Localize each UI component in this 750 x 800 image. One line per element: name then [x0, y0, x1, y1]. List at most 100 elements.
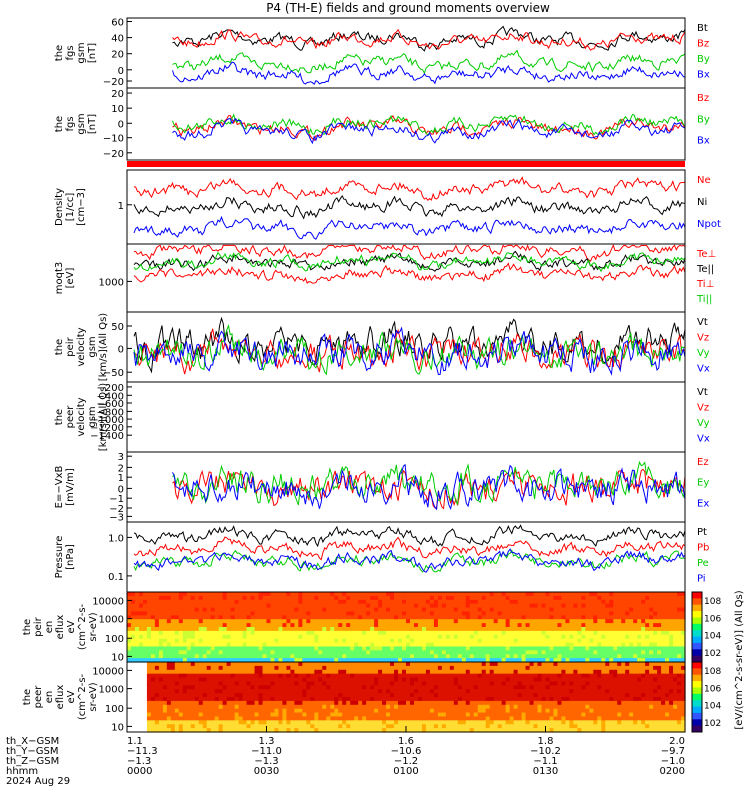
spectrogram-cell	[593, 689, 598, 694]
spectrogram-cell	[262, 708, 268, 714]
spectrogram-cell	[513, 662, 519, 667]
spectrogram-cell	[641, 595, 646, 601]
spectrogram-cell	[238, 599, 244, 605]
spectrogram-cell	[366, 712, 371, 718]
spectrogram-cell	[378, 615, 383, 620]
spectrogram-cell	[441, 603, 447, 609]
spectrogram-cell	[302, 724, 307, 729]
spectrogram-cell	[589, 662, 594, 667]
spectrogram-cell	[398, 627, 403, 632]
spectrogram-cell	[629, 658, 634, 663]
spectrogram-cell	[154, 720, 160, 725]
spectrogram-cell	[429, 630, 435, 636]
spectrogram-cell	[374, 592, 379, 597]
spectrogram-cell	[545, 662, 551, 667]
spectrogram-cell	[613, 700, 618, 706]
spectrogram-cell	[629, 650, 634, 655]
spectrogram-cell	[290, 693, 295, 698]
spectrogram-cell	[326, 665, 331, 671]
spectrogram-cell	[210, 712, 216, 718]
spectrogram-cell	[266, 693, 272, 698]
spectrogram-cell	[413, 708, 419, 714]
spectrogram-cell	[302, 654, 307, 659]
spectrogram-cell	[605, 708, 610, 714]
legend-Vz: Vz	[697, 403, 709, 414]
spectrogram-cell	[134, 654, 140, 659]
spectrogram-cell	[625, 689, 630, 694]
spectrogram-cell	[330, 638, 335, 644]
spectrogram-cell	[322, 700, 327, 706]
spectrogram-cell	[262, 615, 268, 620]
spectrogram-cell	[545, 716, 551, 721]
spectrogram-cell	[222, 619, 228, 624]
spectrogram-cell	[585, 720, 590, 725]
spectrogram-cell	[178, 638, 184, 644]
spectrogram-cell	[190, 627, 196, 632]
spectrogram-cell	[637, 595, 642, 601]
spectrogram-cell	[174, 673, 180, 679]
spectrogram-cell	[457, 677, 463, 683]
spectrogram-cell	[330, 611, 335, 616]
spectrogram-cell	[613, 615, 618, 620]
spectrogram-cell	[525, 720, 531, 725]
spectrogram-cell	[282, 673, 288, 679]
spectrogram-cell	[290, 704, 295, 710]
spectrogram-cell	[286, 685, 292, 690]
spectrogram-cell	[330, 650, 335, 655]
spectrogram-cell	[194, 681, 200, 686]
spectrogram-cell	[581, 619, 586, 624]
spectrogram-cell	[242, 693, 248, 698]
spectrogram-cell	[545, 623, 551, 628]
spectrogram-cell	[633, 716, 638, 721]
spectrogram-cell	[298, 720, 303, 725]
spectrogram-cell	[521, 720, 527, 725]
spectrogram-cell	[370, 662, 375, 667]
spectrogram-cell	[557, 704, 563, 710]
spectrogram-cell	[593, 627, 598, 632]
spectrogram-cell	[386, 669, 391, 675]
spectrogram-cell	[382, 662, 387, 667]
spectrogram-cell	[246, 689, 252, 694]
spectrogram-cell	[429, 603, 435, 609]
spectrogram-cell	[649, 669, 654, 675]
spectrogram-cell	[593, 638, 598, 644]
spectrogram-cell	[481, 595, 487, 601]
spectrogram-cell	[473, 658, 479, 663]
spectrogram-cell	[445, 712, 451, 718]
spectrogram-cell	[545, 693, 551, 698]
spectrogram-cell	[613, 607, 618, 613]
spectrogram-cell	[242, 665, 248, 671]
spectrogram-cell	[234, 592, 240, 597]
spectrogram-cell	[206, 650, 212, 655]
spectrogram-cell	[641, 704, 646, 710]
spectrogram-cell	[298, 669, 303, 675]
spectrogram-cell	[394, 603, 399, 609]
spectrogram-cell	[481, 697, 487, 702]
spectrogram-cell	[362, 634, 367, 640]
spectrogram-cell	[465, 724, 471, 729]
spectrogram-cell	[178, 693, 184, 698]
spectrogram-cell	[565, 712, 571, 718]
spectrogram-cell	[158, 615, 164, 620]
spectrogram-cell	[477, 592, 483, 597]
spectrogram-cell	[481, 658, 487, 663]
spectrogram-cell	[605, 677, 610, 683]
spectrogram-cell	[557, 716, 563, 721]
spectrogram-cell	[469, 697, 475, 702]
spectrogram-cell	[489, 650, 495, 655]
spectrogram-cell	[210, 685, 216, 690]
spectrogram-cell	[573, 630, 578, 636]
spectrogram-cell	[370, 595, 375, 601]
spectrogram-cell	[445, 627, 451, 632]
spectrogram-cell	[338, 611, 343, 616]
ylabel-line: velocity	[76, 327, 87, 366]
spectrogram-cell	[573, 619, 578, 624]
spectrogram-cell	[641, 627, 646, 632]
spectrogram-cell	[362, 662, 367, 667]
spectrogram-cell	[326, 646, 331, 651]
spectrogram-cell	[497, 677, 503, 683]
spectrogram-cell	[585, 665, 590, 671]
spectrogram-cell	[218, 658, 224, 663]
spectrogram-cell	[266, 638, 272, 644]
spectrogram-cell	[429, 619, 435, 624]
